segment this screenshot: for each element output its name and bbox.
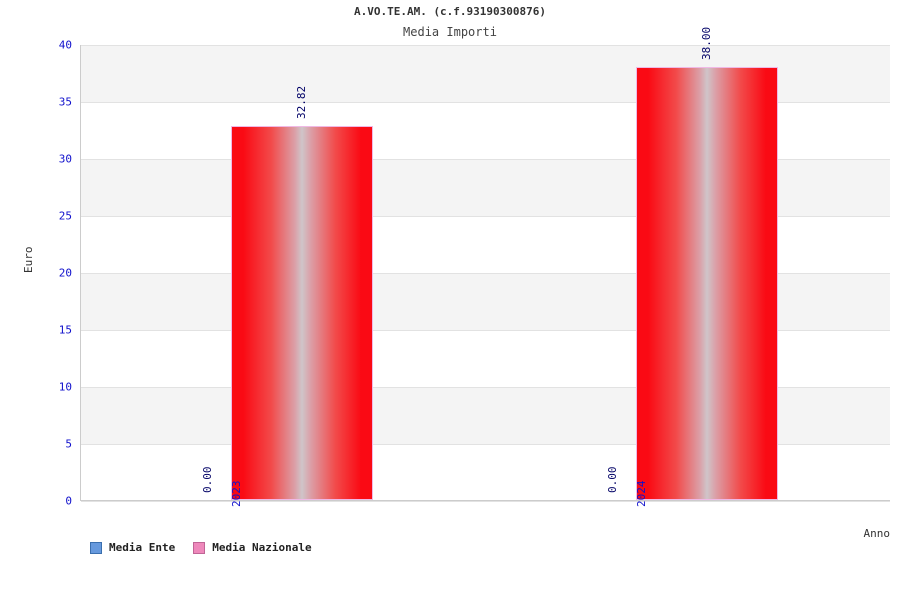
gridline [81,330,890,331]
gridline [81,102,890,103]
chart-legend: Media Ente Media Nazionale [90,541,312,554]
y-axis-tick-label: 30 [58,152,72,166]
gridline [81,501,890,502]
bar [230,125,373,500]
chart-title: A.VO.TE.AM. (c.f.93190300876) [353,5,547,18]
x-axis-tick-label: 2023 [229,480,243,508]
bar-value-label: 0.00 [605,466,619,494]
gridline [81,444,890,445]
y-axis-tick-label: 40 [58,38,72,52]
legend-entry[interactable]: Media Ente [90,541,175,554]
x-axis-tick-label: 2024 [634,480,648,508]
chart-subtitle: Media Importi [403,25,497,39]
gridline [81,273,890,274]
y-axis-tick-label: 35 [58,95,72,109]
plot-area [80,45,890,502]
y-axis-tick-label: 20 [58,266,72,280]
y-axis-tick-label: 15 [58,323,72,337]
gridline [81,159,890,160]
x-axis-title: Anno [863,527,891,540]
legend-entry[interactable]: Media Nazionale [193,541,312,554]
bar-value-label: 32.82 [294,85,308,119]
y-axis-tick-label: 25 [58,209,72,223]
legend-label: Media Nazionale [212,541,312,554]
legend-label: Media Ente [109,541,176,554]
y-axis-tick-label: 5 [65,437,72,451]
bar [635,66,778,500]
y-axis-tick-label: 0 [65,494,72,508]
gridline [81,216,890,217]
gridline [81,387,890,388]
legend-swatch-icon [90,541,102,554]
bar-value-label: 0.00 [200,466,214,494]
gridline [81,45,890,46]
bar-value-label: 38.00 [699,26,713,60]
y-axis-tick-label: 10 [58,380,72,394]
legend-swatch-icon [193,541,206,554]
